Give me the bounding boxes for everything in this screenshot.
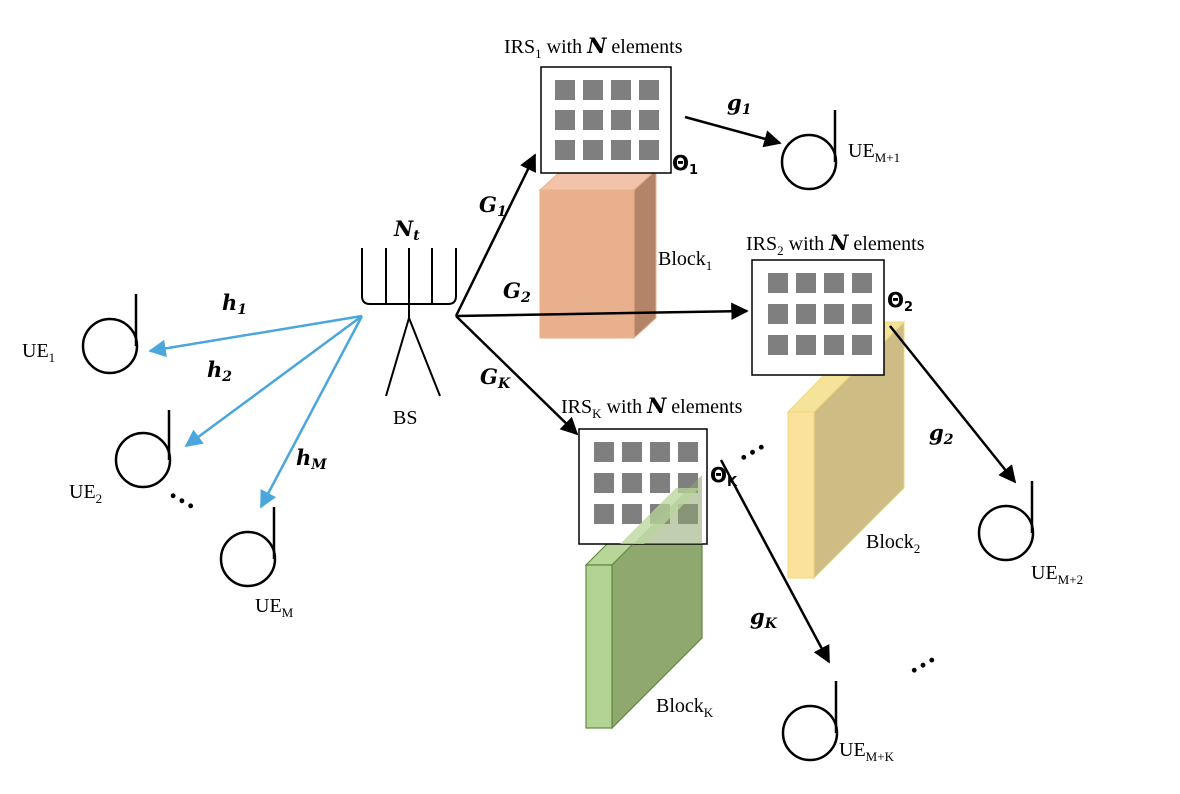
channel-gk-label: GK	[480, 364, 511, 392]
ue-2-label: UE2	[69, 481, 102, 506]
link-hm	[259, 315, 364, 509]
block-k-overlap	[612, 475, 702, 565]
link-g1-bs-irs1	[454, 153, 537, 317]
irs-2-element	[768, 273, 788, 293]
irs-2-element	[768, 304, 788, 324]
bs-antenna-icon	[361, 248, 457, 397]
ue-mk-icon	[781, 681, 839, 762]
block-k-label: BlockK	[656, 695, 714, 720]
theta-2-label: Θ2	[887, 288, 913, 315]
ue-2-icon	[114, 410, 172, 489]
irs-links	[454, 115, 1017, 664]
irs-3-element	[594, 504, 614, 524]
irs-2-element	[824, 304, 844, 324]
irs-1-element	[555, 80, 575, 100]
irs-3-element	[622, 504, 642, 524]
ue-mk-label: UEM+K	[839, 739, 895, 764]
channel-small-gk-label: gK	[750, 604, 778, 632]
irs-3-element	[594, 473, 614, 493]
irs-3-element	[650, 473, 670, 493]
irs-3-element	[678, 442, 698, 462]
irs-1-element	[583, 140, 603, 160]
link-g2-irs2-ue	[889, 325, 1017, 484]
irs-2-element	[852, 273, 872, 293]
ellipsis-ues-left: …	[164, 472, 206, 516]
ue-1-label: UE1	[22, 340, 55, 365]
antenna-count-label: Nt	[393, 216, 420, 244]
irs-3-element	[622, 442, 642, 462]
irs-1-element	[555, 140, 575, 160]
irs-1-element	[611, 110, 631, 130]
link-h2	[184, 314, 363, 448]
channel-small-g1-label: g1	[727, 90, 751, 118]
irs-1-panel	[540, 66, 672, 174]
irs-2-element	[796, 335, 816, 355]
link-gk-bs-irsk	[455, 315, 579, 436]
irs-2-title: IRS2 with N elements	[746, 230, 925, 258]
link-g1-irs1-ue	[684, 115, 782, 148]
irs-2-element	[768, 335, 788, 355]
theta-k-label: ΘK	[710, 463, 738, 490]
ue-m2-icon	[977, 481, 1035, 562]
ellipsis-ues-right: …	[898, 637, 940, 681]
irs-2-element	[796, 273, 816, 293]
block-2-label: Block2	[866, 531, 920, 556]
irs-1-element	[583, 110, 603, 130]
ue-m1-icon	[780, 110, 838, 191]
link-g2-bs-irs2	[455, 302, 749, 321]
irs-2-panel	[751, 259, 885, 376]
channel-hm-label: hM	[296, 445, 327, 473]
channel-h2-label: h2	[207, 357, 232, 385]
irs-1-element	[583, 80, 603, 100]
direct-links	[148, 314, 364, 509]
irs-k-title: IRSK with N elements	[561, 393, 743, 421]
channel-h1-label: h1	[222, 290, 247, 318]
channel-g2-label: G2	[503, 278, 531, 306]
irs-2-element	[852, 335, 872, 355]
irs-1-element	[611, 140, 631, 160]
ue-m-icon	[219, 507, 277, 588]
channel-g1-label: G1	[479, 192, 507, 220]
irs-3-element	[622, 473, 642, 493]
theta-1-label: Θ1	[672, 151, 698, 178]
channel-small-g2-label: g2	[929, 420, 954, 448]
ellipsis-irs: …	[728, 424, 770, 468]
irs-1-element	[611, 80, 631, 100]
irs-1-element	[639, 140, 659, 160]
irs-1-title: IRS1 with N elements	[504, 33, 683, 61]
link-gk-irsk-ue	[719, 459, 831, 664]
irs-2-element	[824, 335, 844, 355]
ue-m2-label: UEM+2	[1031, 562, 1083, 587]
irs-1-element	[555, 110, 575, 130]
bs-label: BS	[393, 407, 417, 429]
irs-2-element	[824, 273, 844, 293]
irs-1-element	[639, 110, 659, 130]
irs-3-element	[650, 442, 670, 462]
irs-2-element	[852, 304, 872, 324]
link-h1	[148, 314, 363, 358]
block-1-label: Block1	[658, 248, 712, 273]
irs-1-element	[639, 80, 659, 100]
irs-3-element	[594, 442, 614, 462]
ue-m1-label: UEM+1	[848, 140, 900, 165]
ue-m-label: UEM	[255, 595, 294, 620]
ue-1-icon	[81, 294, 139, 375]
irs-2-element	[796, 304, 816, 324]
